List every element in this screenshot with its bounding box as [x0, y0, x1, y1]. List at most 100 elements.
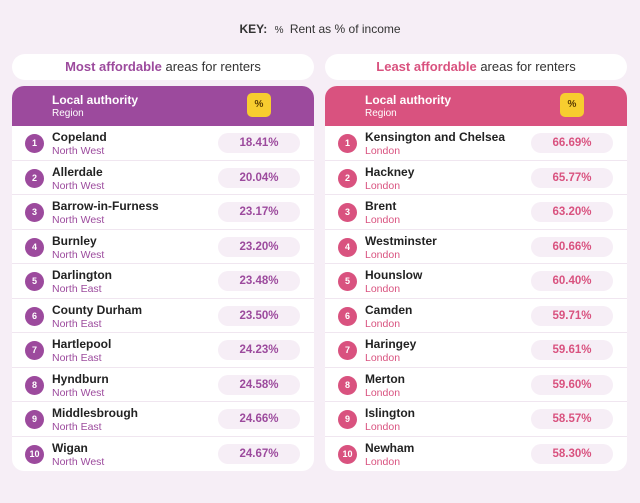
- authority-name: Haringey: [365, 337, 417, 351]
- table-row: 2 Hackney London 65.77%: [325, 161, 627, 195]
- rank-badge: 9: [338, 410, 357, 429]
- rent-percent-value: 63.20%: [531, 202, 613, 222]
- rank-badge: 8: [25, 375, 44, 395]
- key-label: KEY:: [239, 22, 268, 36]
- table-row: 1 Kensington and Chelsea London 66.69%: [325, 126, 627, 161]
- rank-badge: 4: [338, 237, 357, 257]
- table-row: 4 Burnley North West 23.20%: [12, 230, 314, 264]
- rent-percent-value: 24.58%: [218, 374, 300, 395]
- rent-percent-value: 23.48%: [218, 271, 300, 291]
- table-row: 10 Newham London 58.30%: [325, 437, 627, 472]
- table-header: Local authority Region %: [325, 86, 627, 126]
- rank-badge: 1: [25, 134, 44, 153]
- table-row: 1 Copeland North West 18.41%: [12, 126, 314, 161]
- rent-percent-value: 24.67%: [218, 443, 300, 464]
- region-label: North West: [52, 386, 105, 399]
- rent-percent-value: 59.71%: [531, 305, 613, 326]
- table-row: 8 Merton London 59.60%: [325, 368, 627, 402]
- rank-badge: 2: [338, 168, 357, 188]
- table-body: 1 Kensington and Chelsea London 66.69% 2 Hack…: [325, 126, 627, 471]
- rent-percent-value: 60.66%: [531, 236, 613, 257]
- rank-badge: 4: [25, 237, 44, 257]
- region-label: North West: [52, 455, 105, 468]
- authority-name: Hackney: [365, 164, 415, 179]
- rank-badge: 6: [338, 306, 357, 326]
- key-text: Rent as % of income: [289, 22, 401, 36]
- percent-badge-icon: %: [560, 93, 584, 117]
- authority-name: Allerdale: [52, 164, 103, 179]
- table-row: 4 Westminster London 60.66%: [325, 230, 627, 264]
- rent-percent-value: 23.20%: [218, 236, 300, 257]
- table-row: 3 Brent London 63.20%: [325, 195, 627, 230]
- rank-badge: 9: [25, 410, 44, 429]
- region-label: North East: [52, 317, 102, 330]
- authority-name: Burnley: [52, 233, 97, 248]
- rent-percent-value: 60.40%: [531, 271, 613, 291]
- rank-badge: 5: [338, 272, 357, 291]
- region-label: London: [365, 145, 401, 157]
- least-affordable-panel: Least affordable areas for renters Local…: [325, 54, 627, 471]
- region-label: North West: [52, 214, 105, 226]
- rent-percent-value: 18.41%: [218, 133, 300, 153]
- table-row: 10 Wigan North West 24.67%: [12, 437, 314, 472]
- rent-percent-value: 24.66%: [218, 409, 300, 429]
- key-legend: KEY: % Rent as % of income: [0, 22, 640, 36]
- table-row: 8 Hyndburn North West 24.58%: [12, 368, 314, 402]
- rent-percent-value: 59.60%: [531, 374, 613, 395]
- title-highlight: Most affordable: [65, 59, 162, 74]
- table-row: 9 Islington London 58.57%: [325, 402, 627, 437]
- table-card: Local authority Region % 1 Kensington and…: [325, 86, 627, 471]
- header-col: Local authority: [52, 93, 139, 107]
- header-sub: Region: [365, 108, 397, 119]
- rent-percent-value: 66.69%: [531, 133, 613, 153]
- authority-name: Middlesbrough: [52, 406, 138, 420]
- title-rest: areas for renters: [476, 59, 576, 74]
- region-label: North West: [52, 248, 105, 261]
- rent-percent-value: 23.50%: [218, 305, 300, 326]
- authority-name: Wigan: [52, 440, 88, 455]
- authority-name: Darlington: [52, 268, 112, 282]
- table-row: 5 Hounslow London 60.40%: [325, 264, 627, 299]
- rent-percent-value: 65.77%: [531, 167, 613, 188]
- rank-badge: 3: [338, 203, 357, 222]
- table-row: 3 Barrow-in-Furness North West 23.17%: [12, 195, 314, 230]
- authority-name: Westminster: [365, 233, 437, 248]
- rank-badge: 7: [25, 341, 44, 360]
- table-row: 6 Camden London 59.71%: [325, 299, 627, 333]
- table-row: 6 County Durham North East 23.50%: [12, 299, 314, 333]
- region-label: London: [365, 283, 401, 295]
- authority-name: Copeland: [52, 130, 107, 144]
- rent-percent-value: 24.23%: [218, 340, 300, 360]
- table-row: 5 Darlington North East 23.48%: [12, 264, 314, 299]
- header-sub: Region: [52, 108, 84, 119]
- header-col: Local authority: [365, 93, 452, 107]
- rank-badge: 7: [338, 341, 357, 360]
- rank-badge: 8: [338, 375, 357, 395]
- region-label: London: [365, 317, 401, 330]
- authority-name: Barrow-in-Furness: [52, 199, 159, 213]
- table-body: 1 Copeland North West 18.41% 2 Allerdale North…: [12, 126, 314, 471]
- region-label: London: [365, 455, 401, 468]
- authority-name: Merton: [365, 371, 405, 386]
- rank-badge: 3: [25, 203, 44, 222]
- region-label: London: [365, 421, 401, 433]
- title-highlight: Least affordable: [376, 59, 477, 74]
- authority-name: Hyndburn: [52, 371, 109, 386]
- region-label: London: [365, 214, 401, 226]
- table-row: 7 Haringey London 59.61%: [325, 333, 627, 368]
- rank-badge: 1: [338, 134, 357, 153]
- table-row: 9 Middlesbrough North East 24.66%: [12, 402, 314, 437]
- region-label: North East: [52, 352, 102, 364]
- panel-title: Most affordable areas for renters: [12, 54, 314, 80]
- rent-percent-value: 58.30%: [531, 443, 613, 464]
- rent-percent-value: 23.17%: [218, 202, 300, 222]
- percent-icon: %: [274, 25, 284, 36]
- table-row: 7 Hartlepool North East 24.23%: [12, 333, 314, 368]
- rent-percent-value: 59.61%: [531, 340, 613, 360]
- authority-name: Islington: [365, 406, 415, 420]
- table-card: Local authority Region % 1 Copeland North …: [12, 86, 314, 471]
- region-label: London: [365, 248, 401, 261]
- rank-badge: 5: [25, 272, 44, 291]
- region-label: North West: [52, 179, 105, 192]
- region-label: North East: [52, 421, 102, 433]
